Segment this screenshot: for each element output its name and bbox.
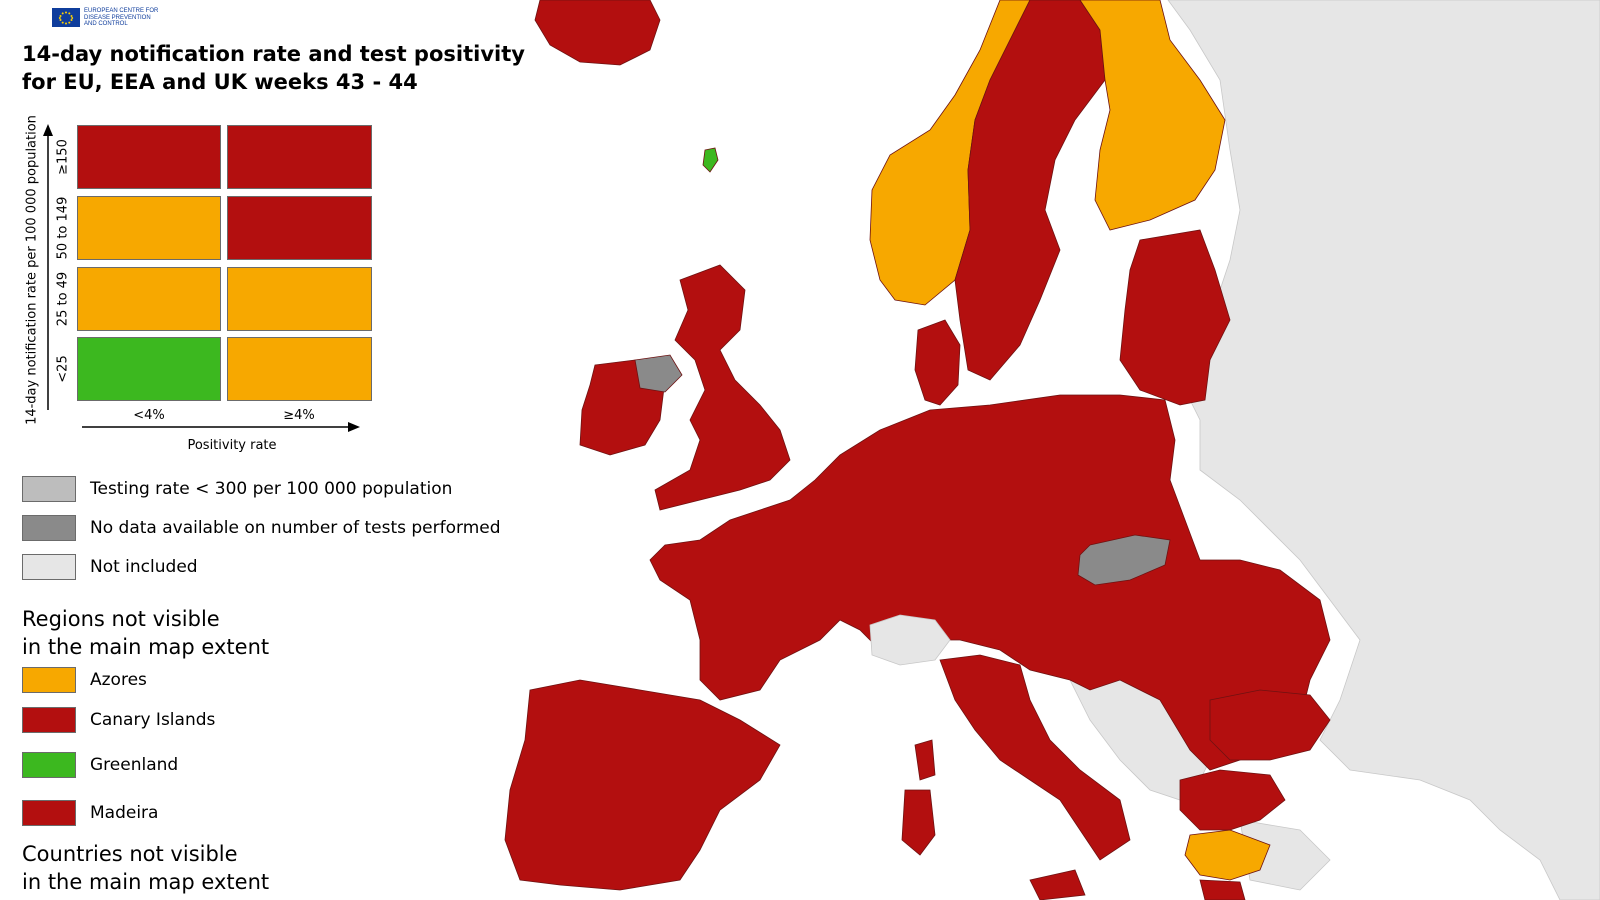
matrix-cell-r0-c1 xyxy=(227,125,372,189)
region-label: Greenland xyxy=(90,755,179,775)
region-swatch xyxy=(22,752,76,778)
region-iceland xyxy=(534,0,661,66)
legend-label: Not included xyxy=(90,557,198,577)
region-label: Canary Islands xyxy=(90,710,216,730)
region-northern-ireland xyxy=(634,354,683,393)
matrix-cell-r0-c0 xyxy=(77,125,221,189)
matrix-cell-r2-c1 xyxy=(227,267,372,331)
logo-text: EUROPEAN CENTRE FOR DISEASE PREVENTION A… xyxy=(84,8,204,28)
region-item-madeira: Madeira xyxy=(22,800,158,826)
region-greece-south xyxy=(1199,879,1246,900)
region-item-canary-islands: Canary Islands xyxy=(22,707,215,733)
legend-swatch xyxy=(22,515,76,541)
regions-heading-line2: in the main map extent xyxy=(22,635,270,659)
region-baltic-states xyxy=(1119,229,1231,406)
region-item-azores: Azores xyxy=(22,667,147,693)
matrix-x-axis-label: Positivity rate xyxy=(187,438,277,453)
title-line1: 14-day notification rate and test positi… xyxy=(22,42,525,66)
countries-heading-line2: in the main map extent xyxy=(22,870,270,894)
matrix-cell-r1-c0 xyxy=(77,196,221,260)
region-sicily xyxy=(1029,869,1086,900)
matrix-col-label-gte4: ≥4% xyxy=(283,408,315,423)
matrix-axes xyxy=(43,124,360,432)
matrix-row-label-25-49: 25 to 49 xyxy=(55,271,71,327)
region-swatch xyxy=(22,667,76,693)
countries-heading-line1: Countries not visible xyxy=(22,842,238,866)
logo-text-line1: EUROPEAN CENTRE FOR xyxy=(84,8,159,14)
matrix-row-label-lt25: <25 xyxy=(55,355,71,383)
matrix-col-label-lt4: <4% xyxy=(133,408,165,423)
countries-section-heading: Countries not visible in the main map ex… xyxy=(22,840,322,896)
region-great-britain xyxy=(654,264,791,511)
region-greece-north xyxy=(1179,769,1286,831)
matrix-cell-r3-c0 xyxy=(77,337,221,401)
legend-item-testing-rate: Testing rate < 300 per 100 000 populatio… xyxy=(22,476,452,502)
legend-item-not-included: Not included xyxy=(22,554,198,580)
region-sweden xyxy=(954,0,1106,381)
matrix-cell-r3-c1 xyxy=(227,337,372,401)
legend-swatch xyxy=(22,476,76,502)
region-sardinia xyxy=(901,789,936,856)
title-line2: for EU, EEA and UK weeks 43 - 44 xyxy=(22,70,418,94)
regions-section-heading: Regions not visible in the main map exte… xyxy=(22,605,322,661)
regions-heading-line1: Regions not visible xyxy=(22,607,220,631)
region-swatch xyxy=(22,800,76,826)
ecdc-logo: EUROPEAN CENTRE FOR DISEASE PREVENTION A… xyxy=(52,8,204,28)
region-bulgaria xyxy=(1209,689,1331,761)
matrix-row-label-50-149: 50 to 149 xyxy=(55,196,71,260)
region-corsica xyxy=(914,739,936,781)
logo-text-line2: DISEASE PREVENTION xyxy=(84,14,151,21)
region-swatch xyxy=(22,707,76,733)
region-iberia xyxy=(504,679,781,891)
region-continental-eu xyxy=(649,394,1331,771)
region-italy xyxy=(939,654,1131,861)
legend-label: No data available on number of tests per… xyxy=(90,518,501,538)
legend-label: Testing rate < 300 per 100 000 populatio… xyxy=(90,479,453,499)
region-denmark xyxy=(914,319,961,406)
region-slovakia xyxy=(1077,534,1171,586)
matrix-cell-r2-c0 xyxy=(77,267,221,331)
matrix-cell-r1-c1 xyxy=(227,196,372,260)
region-item-greenland: Greenland xyxy=(22,752,178,778)
matrix-row-label-150: ≥150 xyxy=(55,139,71,175)
eu-flag-icon xyxy=(52,8,80,28)
region-label: Azores xyxy=(90,670,147,690)
region-label: Madeira xyxy=(90,803,159,823)
region-finland xyxy=(1079,0,1226,231)
region-switzerland xyxy=(869,614,951,666)
logo-text-line3: AND CONTROL xyxy=(84,21,128,27)
region-eastern-europe xyxy=(1167,0,1600,900)
region-greece-central xyxy=(1184,829,1271,881)
legend-item-no-data: No data available on number of tests per… xyxy=(22,515,501,541)
legend-swatch xyxy=(22,554,76,580)
region-faroe xyxy=(702,147,719,173)
map-title: 14-day notification rate and test positi… xyxy=(22,40,542,96)
